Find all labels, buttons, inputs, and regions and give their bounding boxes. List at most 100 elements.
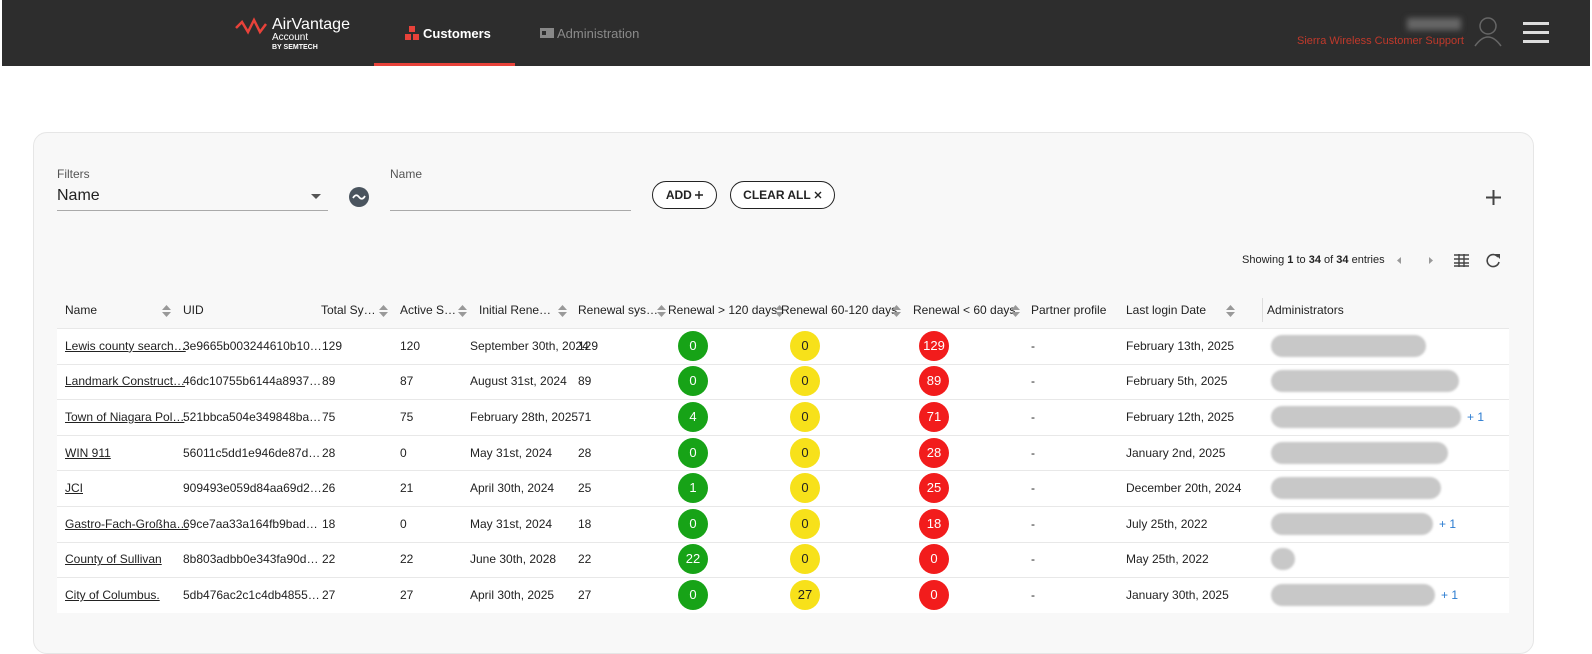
cell-text: 129 xyxy=(322,338,343,353)
column-header[interactable]: Active S… xyxy=(400,303,457,317)
more-admins[interactable]: + 1 xyxy=(1467,410,1485,424)
row xyxy=(57,328,1509,364)
cell-text: February 12th, 2025 xyxy=(1126,410,1235,424)
cell-text: 26 xyxy=(322,481,336,496)
customer-link[interactable]: Gastro-Fach-Großha… xyxy=(65,516,189,531)
admin-blurred xyxy=(1271,406,1461,428)
count-badge: 27 xyxy=(790,580,820,610)
customers-icon xyxy=(405,26,419,40)
column-header[interactable]: Renewal > 120 days xyxy=(668,303,778,317)
more-admins[interactable]: + 1 xyxy=(1441,588,1459,602)
filters-label: Filters xyxy=(57,167,90,181)
customer-link[interactable]: Lewis county search… xyxy=(65,338,186,353)
name-label: Name xyxy=(390,167,423,181)
add-button[interactable]: ADD xyxy=(652,181,717,209)
more-admins[interactable]: + 1 xyxy=(1439,516,1457,531)
count-badge: 0 xyxy=(678,508,708,539)
cell-text: 21 xyxy=(400,481,414,496)
cell-text: May 31st, 2024 xyxy=(470,516,553,531)
customer-link[interactable]: City of Columbus. xyxy=(65,588,160,602)
logo-icon xyxy=(235,17,267,35)
column-header[interactable]: Total Sy… xyxy=(321,303,376,317)
pg-num: 34 xyxy=(1336,254,1349,266)
column-header[interactable]: Renewal < 60 days xyxy=(913,303,1016,317)
match-toggle[interactable] xyxy=(348,186,370,208)
count-badge: 4 xyxy=(678,402,708,432)
admin-blurred xyxy=(1271,584,1435,606)
row xyxy=(57,577,1509,614)
cell-text: February 28th, 2025 xyxy=(470,410,579,424)
cell-text: May 31st, 2024 xyxy=(470,445,553,460)
customer-link[interactable]: JCI xyxy=(65,481,83,496)
cell-text: May 25th, 2022 xyxy=(1126,552,1209,567)
column-header[interactable]: Renewal 60-120 days xyxy=(781,303,898,317)
pagination-info: Showing 1 to 34 of 34 entries xyxy=(1242,254,1385,266)
cell-text: - xyxy=(1031,588,1035,602)
clear-text: CLEAR ALL xyxy=(743,188,811,202)
pg-text: of xyxy=(1324,254,1334,266)
customer-link[interactable]: County of Sullivan xyxy=(65,552,162,567)
admin-blurred xyxy=(1271,477,1441,500)
count-badge: 0 xyxy=(790,508,820,539)
column-header: Administrators xyxy=(1267,303,1344,317)
customer-link[interactable]: Town of Niagara Pol… xyxy=(65,410,185,424)
cell-text: 0 xyxy=(400,516,407,531)
cell-text: 89 xyxy=(578,374,592,389)
cell-text: 75 xyxy=(400,410,414,424)
cell-text: 5db476ac2c1c4db4855… xyxy=(183,588,320,602)
column-header[interactable]: Last login Date xyxy=(1126,303,1207,317)
cell-text: 909493e059d84aa69d2… xyxy=(183,481,322,496)
column-header[interactable]: Renewal sys… xyxy=(578,303,659,317)
column-header: Partner profile xyxy=(1031,303,1107,317)
admin-blurred xyxy=(1271,512,1433,535)
name-input[interactable] xyxy=(390,210,631,211)
pg-text: Showing xyxy=(1242,254,1285,266)
customer-link[interactable]: WIN 911 xyxy=(65,445,111,460)
admin-icon xyxy=(540,28,554,38)
nav-item[interactable]: Administration xyxy=(557,26,640,41)
cell-text: 18 xyxy=(322,516,336,531)
column-header[interactable]: Initial Rene… xyxy=(479,303,552,317)
cell-text: 521bbca504e349848ba… xyxy=(183,410,322,424)
column-header[interactable]: Name xyxy=(65,303,98,317)
count-badge: 1 xyxy=(678,473,708,504)
cell-text: - xyxy=(1031,552,1035,567)
cell-text: August 31st, 2024 xyxy=(470,374,567,389)
count-badge: 0 xyxy=(919,544,949,575)
row xyxy=(57,506,1509,542)
cell-text: 27 xyxy=(322,588,336,602)
prev-page[interactable] xyxy=(1396,257,1402,265)
cell-text: 27 xyxy=(578,588,592,602)
row xyxy=(57,363,1509,400)
row xyxy=(57,541,1509,578)
count-badge: 25 xyxy=(919,473,949,504)
cell-text: 69ce7aa33a164fb9bad… xyxy=(183,516,318,531)
clear-button[interactable]: CLEAR ALL xyxy=(730,181,835,209)
count-badge: 129 xyxy=(919,330,949,361)
cell-text: 8b803adbb0e343fa90d… xyxy=(183,552,319,567)
count-badge: 0 xyxy=(790,544,820,575)
columns-button[interactable] xyxy=(1454,254,1469,267)
cell-text: February 13th, 2025 xyxy=(1126,338,1235,353)
nav-item[interactable]: Customers xyxy=(423,26,491,41)
select-underline xyxy=(57,210,328,211)
filter-select[interactable]: Name xyxy=(57,187,100,204)
column-divider xyxy=(1262,298,1263,322)
cell-text: February 5th, 2025 xyxy=(1126,374,1228,389)
next-page[interactable] xyxy=(1428,257,1434,265)
sort-icon xyxy=(379,304,388,317)
customer-link[interactable]: Landmark Construct… xyxy=(65,374,186,389)
refresh-button[interactable] xyxy=(1486,253,1501,268)
menu-button[interactable] xyxy=(1523,21,1549,45)
admin-blurred xyxy=(1271,441,1448,464)
row xyxy=(57,470,1509,507)
count-badge: 0 xyxy=(790,437,820,468)
avatar[interactable] xyxy=(1472,14,1504,48)
add-filter[interactable] xyxy=(1486,190,1501,205)
logo-subtitle: Account xyxy=(272,32,309,43)
user-role: Sierra Wireless Customer Support xyxy=(1297,35,1464,47)
count-badge: 0 xyxy=(678,366,708,397)
cell-text: 28 xyxy=(322,445,336,460)
pg-text: to xyxy=(1296,254,1306,266)
